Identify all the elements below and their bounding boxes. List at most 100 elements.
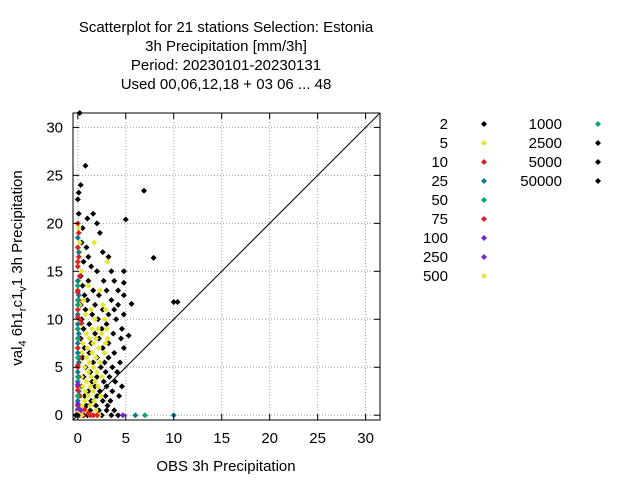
data-point xyxy=(96,388,103,395)
data-point xyxy=(96,229,103,236)
data-point xyxy=(93,369,100,376)
legend-marker xyxy=(481,197,487,203)
data-point xyxy=(93,407,100,414)
data-point xyxy=(104,258,111,265)
y-tick-label: 25 xyxy=(46,167,63,184)
data-point xyxy=(74,381,81,388)
data-point xyxy=(122,216,129,223)
data-point xyxy=(80,258,87,265)
legend-label: 1000 xyxy=(529,116,562,133)
data-point xyxy=(114,369,121,376)
data-point xyxy=(76,239,83,246)
data-point xyxy=(85,277,92,284)
data-point xyxy=(141,412,148,419)
legend-label: 2500 xyxy=(529,135,562,152)
data-point xyxy=(119,412,126,419)
data-point xyxy=(76,273,83,280)
data-point xyxy=(120,345,127,352)
data-point xyxy=(74,282,81,289)
data-point xyxy=(88,373,95,380)
data-point xyxy=(89,311,96,318)
data-point xyxy=(99,397,106,404)
data-point xyxy=(78,268,85,275)
legend-marker xyxy=(481,159,487,165)
legend-label: 25 xyxy=(431,173,448,190)
legend-marker xyxy=(481,216,487,222)
data-point xyxy=(93,412,100,419)
title-line-2: 3h Precipitation [mm/3h] xyxy=(145,38,307,55)
data-point xyxy=(140,187,147,194)
data-point xyxy=(104,335,111,342)
data-point xyxy=(74,277,81,284)
y-axis-label: val4 6h1rc1v1 3h Precipitation xyxy=(9,170,29,365)
data-point xyxy=(75,229,82,236)
data-point xyxy=(75,210,82,217)
data-point xyxy=(90,210,97,217)
legend-marker xyxy=(481,273,487,279)
data-point xyxy=(80,325,87,332)
data-point xyxy=(99,345,106,352)
data-point xyxy=(103,325,110,332)
data-point xyxy=(81,397,88,404)
data-point xyxy=(118,325,125,332)
data-point xyxy=(105,253,112,260)
data-point xyxy=(86,359,93,366)
x-axis-label: OBS 3h Precipitation xyxy=(156,458,295,475)
data-point xyxy=(75,225,82,232)
data-point xyxy=(108,268,115,275)
data-points xyxy=(72,110,181,419)
y-tick-label: 10 xyxy=(46,311,63,328)
legend-label: 75 xyxy=(431,211,448,228)
y-axis-label-subscript: 4 xyxy=(17,340,29,346)
data-point xyxy=(120,292,127,299)
data-point xyxy=(83,378,90,385)
title-line-3: Period: 20230101-20230131 xyxy=(131,57,321,74)
data-point xyxy=(117,335,124,342)
data-point xyxy=(105,311,112,318)
data-point xyxy=(82,306,89,313)
legend-marker xyxy=(481,140,487,146)
data-point xyxy=(79,282,86,289)
data-point xyxy=(87,402,94,409)
y-tick-label: 15 xyxy=(46,263,63,280)
data-point xyxy=(103,321,110,328)
data-point xyxy=(78,349,85,356)
data-point xyxy=(150,254,157,261)
data-point xyxy=(111,277,118,284)
data-point xyxy=(92,316,99,323)
data-point xyxy=(74,301,81,308)
data-point xyxy=(98,330,105,337)
data-point xyxy=(117,359,124,366)
data-point xyxy=(98,373,105,380)
data-point xyxy=(79,340,86,347)
data-point xyxy=(74,406,81,413)
data-point xyxy=(74,354,81,361)
data-point xyxy=(115,412,122,419)
data-point xyxy=(101,359,108,366)
data-point xyxy=(108,412,115,419)
data-point xyxy=(74,289,81,296)
data-point xyxy=(81,393,88,400)
legend-marker xyxy=(595,159,601,165)
data-point xyxy=(170,298,177,305)
data-point xyxy=(92,301,99,308)
data-point xyxy=(74,369,81,376)
data-point xyxy=(85,369,92,376)
data-point xyxy=(81,364,88,371)
data-point xyxy=(74,335,81,342)
x-tick-label: 0 xyxy=(74,430,82,447)
legend-marker xyxy=(481,121,487,127)
data-point xyxy=(82,162,89,169)
legend-marker xyxy=(481,178,487,184)
data-point xyxy=(77,181,84,188)
data-point xyxy=(74,244,81,251)
data-point xyxy=(74,400,81,407)
data-point xyxy=(101,349,108,356)
data-point xyxy=(97,393,104,400)
data-point xyxy=(118,383,125,390)
data-point xyxy=(103,407,110,414)
data-point xyxy=(90,340,97,347)
x-tick-label: 25 xyxy=(309,430,326,447)
data-point xyxy=(79,383,86,390)
data-point xyxy=(74,263,81,270)
